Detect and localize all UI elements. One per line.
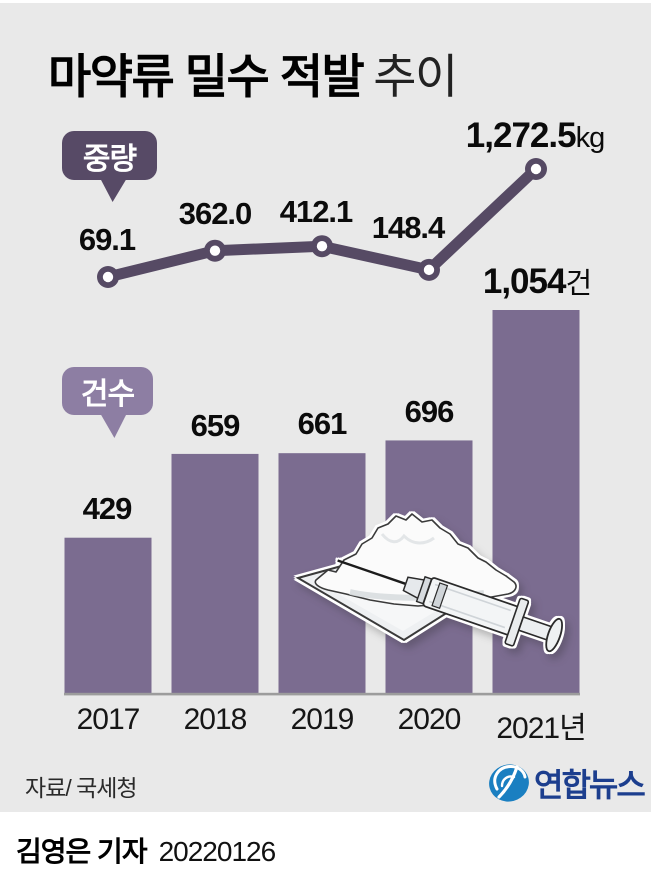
legend-count-label: 건수 <box>80 378 135 411</box>
bar-value-2018: 659 <box>190 408 241 443</box>
line-value-2021: 1,272.5kg <box>465 116 606 156</box>
title-sub: 추이 <box>373 50 458 103</box>
publish-date: 20220126 <box>158 836 277 867</box>
line-value-2021-unit: kg <box>575 122 606 154</box>
page-title: 마약류 밀수 적발 추이 <box>48 38 458 107</box>
yonhap-logo-text: 연합뉴스 <box>534 767 646 803</box>
bar-value-2021-unit: 건 <box>565 268 592 300</box>
legend-count-badge: 건수 <box>62 367 153 438</box>
line-value-2021-number: 1,272.5 <box>465 116 577 155</box>
line-value-2020: 148.4 <box>371 210 446 245</box>
bar-value-2021-number: 1,054 <box>482 262 567 301</box>
axis-label-2021: 2021년 <box>496 712 586 745</box>
syringe-powder-illustration-icon <box>295 513 563 653</box>
yonhap-logo: 연합뉴스 <box>488 760 646 806</box>
marker-inner-2021년 <box>530 163 542 175</box>
bar-value-2019: 661 <box>297 406 348 441</box>
legend-weight-badge: 중량 <box>62 131 157 202</box>
legend-weight-label: 중량 <box>82 142 137 176</box>
axis-label-2018: 2018 <box>183 703 248 736</box>
marker-inner-2020 <box>423 264 435 276</box>
axis-label-2020: 2020 <box>397 703 462 736</box>
bar-value-2020: 696 <box>404 394 455 429</box>
line-value-2017: 69.1 <box>78 222 136 257</box>
marker-inner-2018 <box>209 245 221 256</box>
line-value-2018: 362.0 <box>178 196 253 231</box>
axis-label-2017: 2017 <box>76 703 141 736</box>
x-axis-line <box>64 692 580 696</box>
title-main: 마약류 밀수 적발 <box>48 50 365 103</box>
marker-inner-2017 <box>102 271 114 283</box>
reporter-name: 김영은 기자 <box>16 836 148 867</box>
marker-inner-2019 <box>316 241 328 252</box>
bar-2017 <box>64 537 152 694</box>
axis-label-2019: 2019 <box>290 703 355 736</box>
bar-value-2017: 429 <box>82 491 133 526</box>
yonhap-globe-icon <box>489 764 529 802</box>
bar-2018 <box>171 453 259 694</box>
bar-value-2021: 1,054건 <box>482 260 592 302</box>
source-credit: 자료/ 국세청 <box>25 775 138 801</box>
byline: 김영은 기자 20220126 <box>16 830 277 870</box>
line-value-2019: 412.1 <box>279 194 354 229</box>
